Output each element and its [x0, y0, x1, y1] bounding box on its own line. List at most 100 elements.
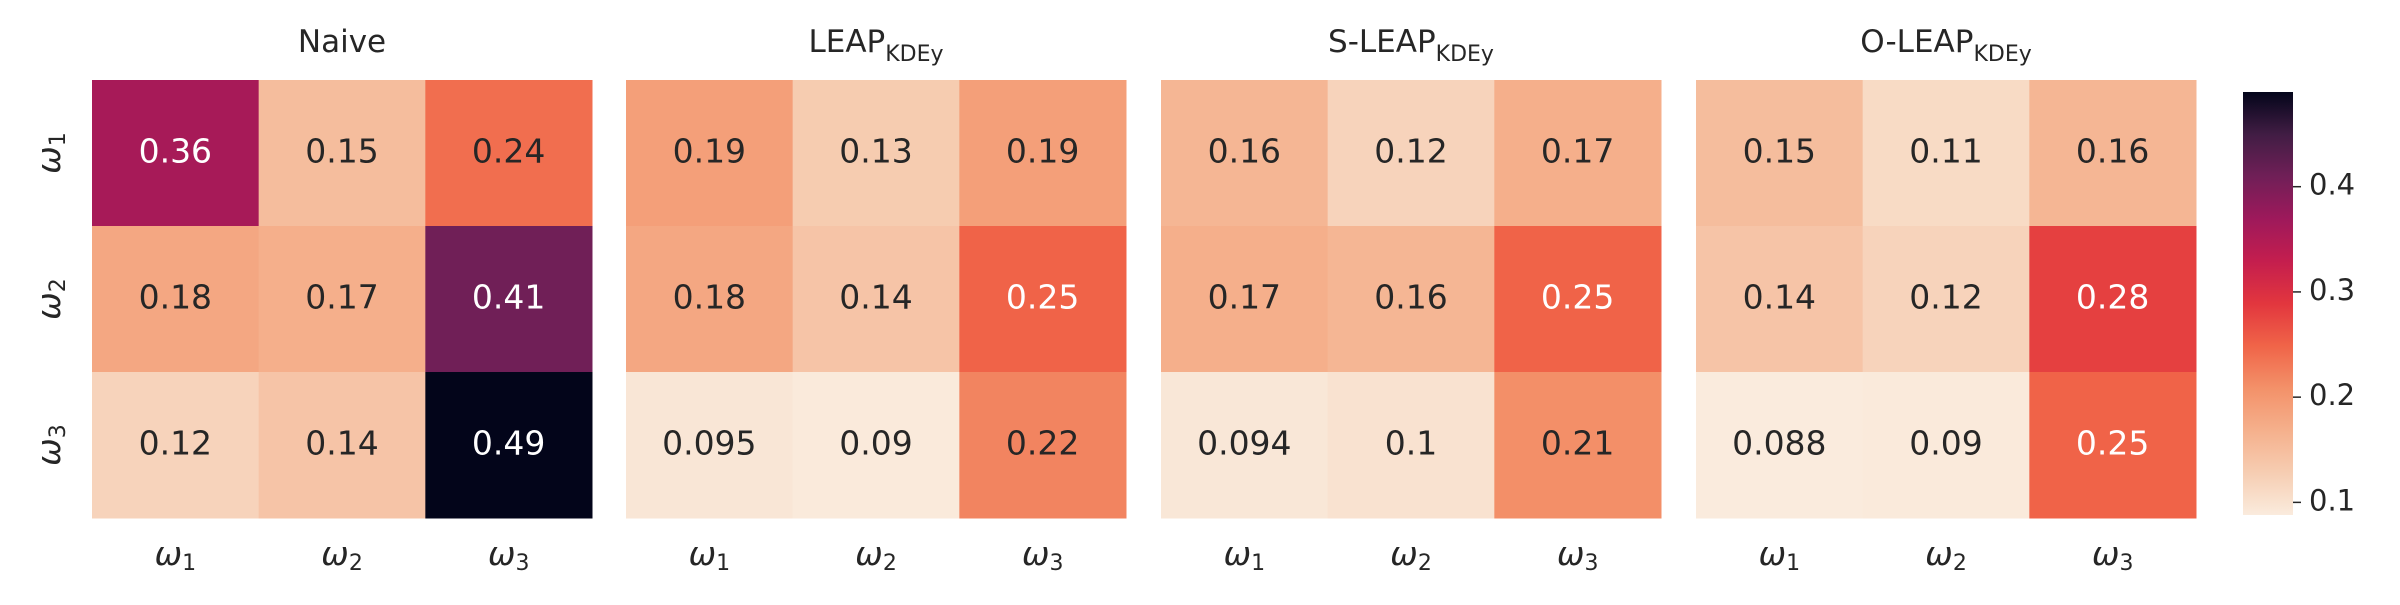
cell-value-label: 0.28	[2076, 278, 2149, 317]
heatmap-cell	[2029, 226, 2197, 373]
heatmap-cell	[959, 80, 1127, 227]
x-tick-label: ω1	[1759, 534, 1801, 577]
cell-value-label: 0.49	[472, 424, 545, 463]
cell-value-label: 0.19	[1006, 132, 1079, 171]
x-tick-label: ω2	[855, 534, 897, 577]
cell-value-label: 0.16	[2076, 132, 2149, 171]
heatmap-cell	[1696, 80, 1864, 227]
cell-value-label: 0.17	[305, 278, 378, 317]
cell-value-label: 0.19	[673, 132, 746, 171]
x-tick-label: ω1	[155, 534, 197, 577]
heatmap-cell	[626, 80, 794, 227]
cell-value-label: 0.22	[1006, 424, 1079, 463]
heatmap-panels: Naive 0.36 0.15 0.24 0.18 0.17 0.41 0.12 0.14 0.4…	[29, 24, 2197, 576]
x-tick-label: ω2	[321, 534, 363, 577]
cell-value-label: 0.09	[1909, 424, 1982, 463]
cell-value-label: 0.12	[139, 424, 212, 463]
heatmap-cell	[1494, 372, 1662, 519]
colorbar-tick-label: 0.1	[2309, 483, 2355, 517]
heatmap-cell	[1696, 226, 1864, 373]
heatmap-cell	[425, 80, 593, 227]
cell-value-label: 0.13	[839, 132, 912, 171]
heatmap-cell	[92, 372, 260, 519]
cell-value-label: 0.15	[1743, 132, 1816, 171]
heatmap-panel: Naive 0.36 0.15 0.24 0.18 0.17 0.41 0.12 0.14 0.4…	[29, 24, 593, 576]
colorbar-tick-label: 0.4	[2309, 168, 2355, 202]
cell-value-label: 0.24	[472, 132, 545, 171]
x-tick-label: ω2	[1390, 534, 1432, 577]
cell-value-label: 0.16	[1374, 278, 1447, 317]
heatmap-cell	[1161, 226, 1329, 373]
cell-value-label: 0.12	[1909, 278, 1982, 317]
heatmap-cell	[626, 372, 794, 519]
cell-value-label: 0.17	[1541, 132, 1614, 171]
cell-value-label: 0.25	[1006, 278, 1079, 317]
y-tick-label: ω2	[29, 278, 72, 320]
cell-value-label: 0.095	[662, 424, 756, 463]
heatmap-cell	[959, 226, 1127, 373]
x-tick-label: ω3	[488, 534, 530, 577]
heatmap-cell	[425, 226, 593, 373]
x-tick-label: ω1	[689, 534, 731, 577]
cell-value-label: 0.14	[1743, 278, 1816, 317]
panel-title: S-LEAPKDEy	[1328, 24, 1494, 67]
heatmap-cell	[959, 372, 1127, 519]
heatmap-cell	[92, 226, 260, 373]
cell-value-label: 0.09	[839, 424, 912, 463]
cell-value-label: 0.16	[1208, 132, 1281, 171]
cell-value-label: 0.36	[139, 132, 212, 171]
y-tick-label: ω1	[29, 132, 72, 174]
colorbar-tick-label: 0.2	[2309, 378, 2355, 412]
cell-value-label: 0.25	[2076, 424, 2149, 463]
heatmap-cell	[1862, 80, 2030, 227]
cell-value-label: 0.17	[1208, 278, 1281, 317]
cell-value-label: 0.12	[1374, 132, 1447, 171]
cell-value-label: 0.1	[1385, 424, 1437, 463]
heatmap-cell	[792, 372, 960, 519]
heatmap-cell	[1327, 80, 1495, 227]
cell-value-label: 0.11	[1909, 132, 1982, 171]
x-tick-label: ω2	[1925, 534, 1967, 577]
heatmap-cell	[258, 372, 426, 519]
cell-value-label: 0.25	[1541, 278, 1614, 317]
colorbar: 0.1 0.2 0.3 0.4	[2243, 92, 2355, 517]
heatmap-cell	[92, 80, 260, 227]
heatmap-panel: O-LEAPKDEy 0.15 0.11 0.16 0.14 0.12 0.28 0.088 0…	[1696, 24, 2197, 576]
heatmap-cell	[1494, 80, 1662, 227]
heatmap-cell	[1696, 372, 1864, 519]
x-tick-label: ω3	[1557, 534, 1599, 577]
heatmap-cell	[1161, 372, 1329, 519]
heatmap-cell	[258, 226, 426, 373]
x-tick-label: ω1	[1224, 534, 1266, 577]
heatmap-cell	[1161, 80, 1329, 227]
cell-value-label: 0.094	[1197, 424, 1291, 463]
panel-title: O-LEAPKDEy	[1860, 24, 2032, 67]
heatmap-cell	[1327, 226, 1495, 373]
heatmap-cell	[792, 226, 960, 373]
heatmap-cell	[425, 372, 593, 519]
heatmap-cell	[1862, 372, 2030, 519]
heatmap-panel: S-LEAPKDEy 0.16 0.12 0.17 0.17 0.16 0.25 0.094 0…	[1161, 24, 1662, 576]
heatmap-cell	[1862, 226, 2030, 373]
heatmap-cell	[258, 80, 426, 227]
cell-value-label: 0.14	[839, 278, 912, 317]
heatmap-cell	[2029, 372, 2197, 519]
heatmap-cell	[1494, 226, 1662, 373]
cell-value-label: 0.18	[673, 278, 746, 317]
colorbar-tick-label: 0.3	[2309, 273, 2355, 307]
cell-value-label: 0.41	[472, 278, 545, 317]
heatmap-cell	[2029, 80, 2197, 227]
cell-value-label: 0.088	[1732, 424, 1826, 463]
cell-value-label: 0.21	[1541, 424, 1614, 463]
cell-value-label: 0.18	[139, 278, 212, 317]
cell-value-label: 0.15	[305, 132, 378, 171]
heatmap-cell	[1327, 372, 1495, 519]
x-tick-label: ω3	[2092, 534, 2134, 577]
heatmap-cell	[626, 226, 794, 373]
heatmap-panel: LEAPKDEy 0.19 0.13 0.19 0.18 0.14 0.25 0.095 0.0…	[626, 24, 1127, 576]
colorbar-gradient	[2243, 92, 2293, 515]
panel-title: LEAPKDEy	[808, 24, 943, 67]
x-tick-label: ω3	[1022, 534, 1064, 577]
